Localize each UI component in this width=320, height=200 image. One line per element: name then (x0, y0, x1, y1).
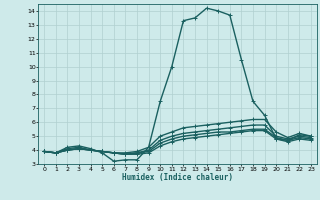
X-axis label: Humidex (Indice chaleur): Humidex (Indice chaleur) (122, 173, 233, 182)
